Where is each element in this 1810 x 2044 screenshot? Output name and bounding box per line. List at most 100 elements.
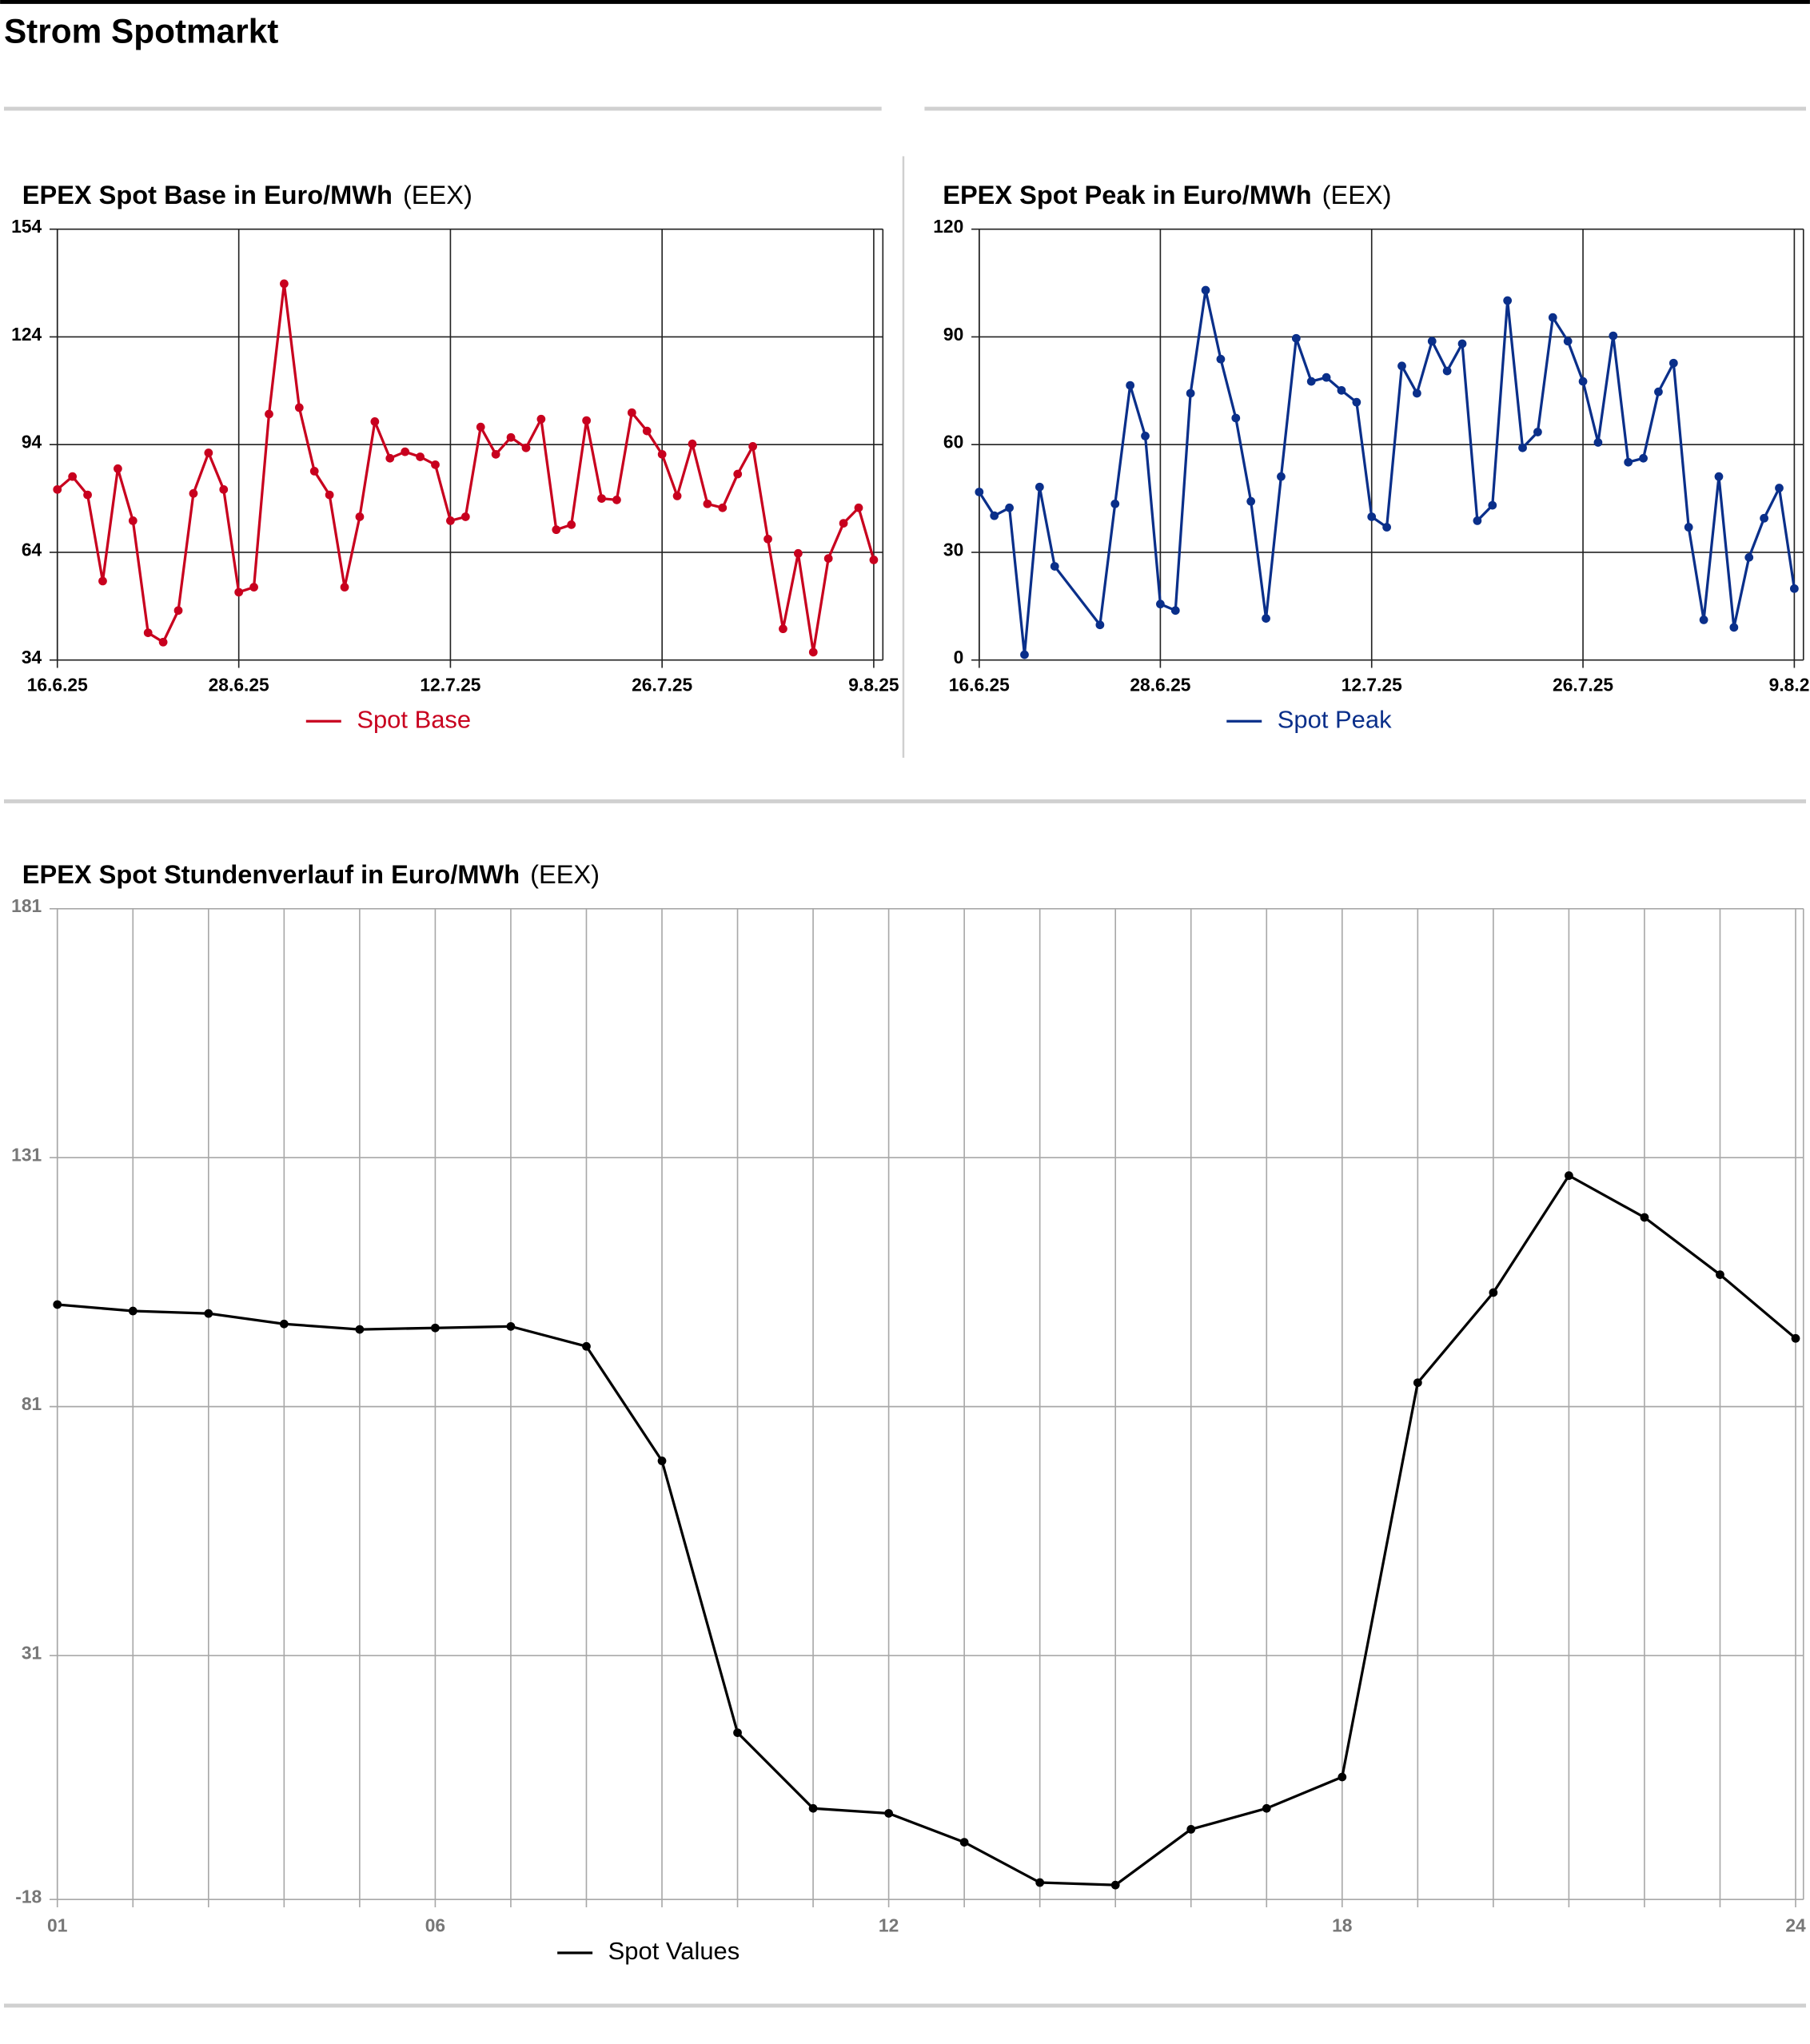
data-point <box>1035 1878 1045 1887</box>
data-point <box>1397 361 1406 371</box>
data-point <box>582 1341 591 1351</box>
data-point <box>1262 1803 1271 1813</box>
x-tick-label: 06 <box>425 1915 445 1935</box>
data-point <box>582 416 591 425</box>
data-point <box>1714 472 1724 481</box>
data-point <box>219 484 229 494</box>
data-point <box>1156 600 1165 609</box>
data-point <box>114 464 122 473</box>
data-point <box>839 519 848 528</box>
data-point <box>1277 472 1286 481</box>
data-point <box>1729 623 1739 632</box>
x-tick-label: 26.7.25 <box>632 674 692 695</box>
x-tick-label: 9.8.25 <box>848 674 899 695</box>
x-tick-label: 16.6.25 <box>27 674 88 695</box>
data-point <box>1110 499 1120 508</box>
data-point <box>1699 616 1708 624</box>
data-point <box>1141 432 1150 440</box>
chart-source: (EEX) <box>1322 181 1392 209</box>
data-point <box>597 494 606 503</box>
y-tick-label: 31 <box>22 1642 42 1663</box>
chart-title-text: EPEX Spot Stundenverlauf in Euro/MWh <box>22 860 520 889</box>
data-point <box>1503 296 1513 305</box>
x-tick-label: 28.6.25 <box>209 674 269 695</box>
data-point <box>1035 482 1044 492</box>
data-point <box>460 512 470 521</box>
legend-label: Spot Values <box>608 1937 740 1965</box>
data-point <box>627 408 636 417</box>
data-point <box>234 588 244 597</box>
data-point <box>128 1306 138 1316</box>
data-point <box>552 525 561 535</box>
data-point <box>1640 1213 1649 1222</box>
divider <box>3 106 882 111</box>
data-point <box>1760 513 1768 523</box>
data-point <box>657 449 667 459</box>
chart-source: (EEX) <box>403 181 472 209</box>
y-tick-label: 64 <box>22 539 42 560</box>
data-point <box>1338 1772 1347 1782</box>
divider <box>902 156 905 758</box>
page-title: Strom Spotmarkt <box>4 13 278 50</box>
y-tick-label: 131 <box>11 1145 42 1165</box>
data-point <box>1639 453 1648 463</box>
data-line <box>56 283 875 653</box>
data-line <box>57 1173 1797 1887</box>
data-point <box>279 1319 289 1329</box>
data-point <box>431 1323 440 1333</box>
x-tick-label: 12.7.25 <box>1342 674 1402 695</box>
legend-label: Spot Peak <box>1278 705 1392 733</box>
data-point <box>506 1321 516 1331</box>
data-point <box>83 490 92 500</box>
data-point <box>1593 438 1603 447</box>
data-point <box>476 422 485 432</box>
data-point <box>431 460 440 469</box>
data-point <box>53 1300 62 1309</box>
data-point <box>1246 496 1256 506</box>
data-point <box>642 426 652 436</box>
data-point <box>1216 354 1226 364</box>
data-point <box>1457 339 1467 349</box>
data-point <box>1790 584 1799 593</box>
data-point <box>1442 366 1452 376</box>
data-point <box>1775 484 1784 492</box>
x-tick-label: 28.6.25 <box>1130 674 1190 695</box>
x-tick-label: 16.6.25 <box>949 674 1010 695</box>
data-point <box>672 492 682 500</box>
data-point <box>1565 1171 1573 1181</box>
divider <box>3 2003 1807 2008</box>
data-point <box>1609 331 1618 341</box>
data-point <box>688 439 697 448</box>
data-point <box>68 472 78 481</box>
data-point <box>1126 381 1135 390</box>
divider <box>3 799 1807 803</box>
data-point <box>567 520 576 529</box>
data-point <box>733 469 743 479</box>
x-tick-label: 26.7.25 <box>1553 674 1613 695</box>
data-point <box>1489 1288 1498 1297</box>
data-point <box>506 432 516 442</box>
data-point <box>1231 413 1241 423</box>
data-point <box>1488 500 1497 510</box>
y-tick-label: 34 <box>22 647 42 667</box>
data-point <box>446 516 455 525</box>
y-tick-label: 94 <box>22 432 42 452</box>
data-point <box>1262 614 1270 623</box>
data-point <box>959 1838 969 1847</box>
data-point <box>975 488 984 496</box>
data-point <box>1578 377 1588 386</box>
data-point <box>355 512 365 521</box>
data-point <box>1413 1378 1422 1388</box>
data-point <box>536 414 546 424</box>
data-point <box>128 516 138 525</box>
data-point <box>1110 1880 1120 1890</box>
data-point <box>808 1803 818 1813</box>
y-tick-label: 90 <box>943 324 963 345</box>
data-point <box>1791 1333 1800 1343</box>
data-point <box>98 576 107 586</box>
y-tick-label: 0 <box>954 647 964 667</box>
x-tick-label: 18 <box>1332 1915 1352 1935</box>
y-tick-label: 60 <box>943 432 963 452</box>
